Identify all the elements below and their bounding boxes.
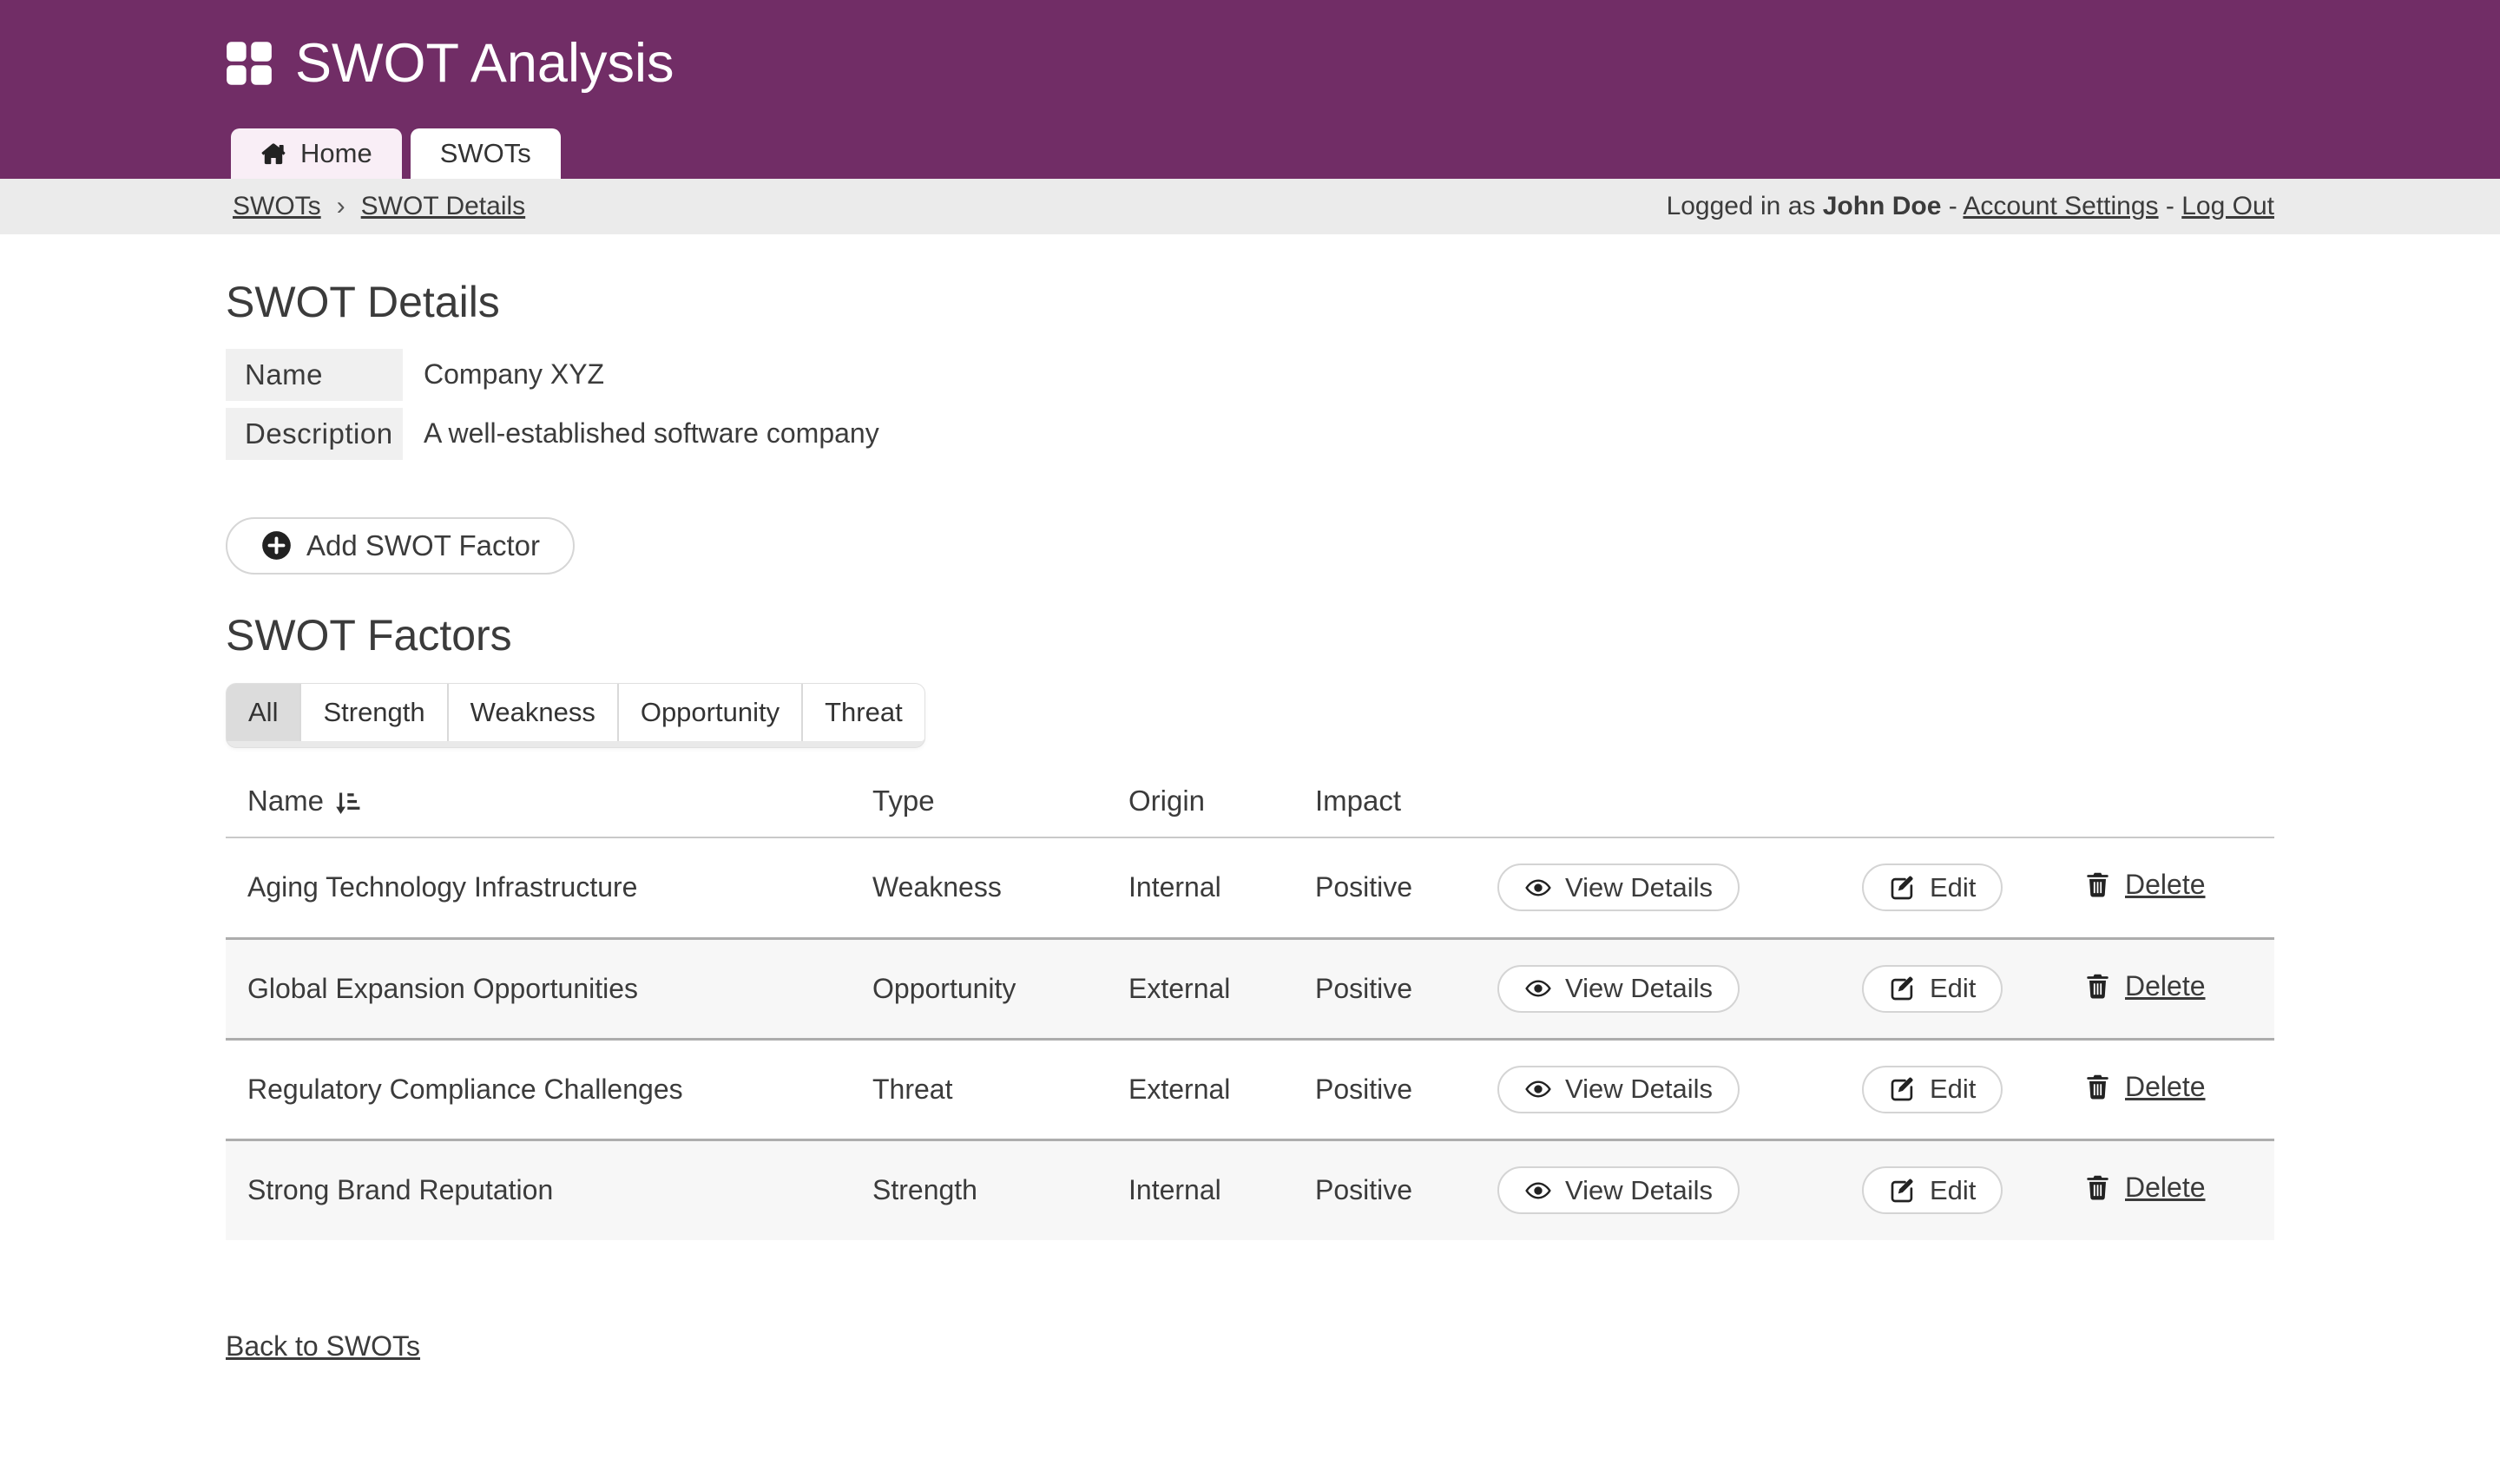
delete-link[interactable]: Delete — [2083, 1172, 2206, 1204]
factor-name: Aging Technology Infrastructure — [247, 871, 638, 903]
breadcrumb-link-swots[interactable]: SWOTs — [233, 192, 321, 220]
filter-threat[interactable]: Threat — [801, 684, 924, 741]
factor-impact: Positive — [1315, 871, 1413, 903]
home-icon — [260, 141, 286, 167]
factor-name: Strong Brand Reputation — [226, 1138, 872, 1240]
edit-button[interactable]: Edit — [1862, 964, 2003, 1013]
detail-label-description: Description — [226, 407, 403, 460]
edit-button[interactable]: Edit — [1862, 1166, 2003, 1215]
grid-logo-icon — [226, 40, 273, 87]
breadcrumb: SWOTs › SWOT Details — [226, 192, 525, 221]
view-details-button[interactable]: View Details — [1497, 1166, 1740, 1215]
edit-pen-icon — [1889, 1177, 1917, 1205]
detail-value-description: A well-established software company — [424, 417, 879, 449]
factor-type: Weakness — [872, 871, 1002, 903]
table-header-row: Name Type Origin Impact — [226, 758, 2274, 838]
view-details-button[interactable]: View Details — [1497, 1065, 1740, 1113]
eye-icon — [1524, 1075, 1552, 1103]
session-info: Logged in as John Doe - Account Settings… — [1667, 192, 2274, 221]
factor-row: Regulatory Compliance Challenges Threat … — [226, 1037, 2274, 1139]
factor-name: Global Expansion Opportunities — [226, 936, 872, 1039]
factor-impact: Positive — [1315, 936, 1497, 1039]
brand: SWOT Analysis — [226, 0, 2274, 92]
column-header-impact[interactable]: Impact — [1315, 758, 1497, 838]
factor-row: Strong Brand Reputation Strength Interna… — [226, 1138, 2274, 1240]
detail-row-name: Name Company XYZ — [226, 348, 2274, 401]
column-header-type[interactable]: Type — [872, 758, 1128, 838]
tab-swots-label: SWOTs — [439, 138, 531, 168]
eye-icon — [1524, 975, 1552, 1002]
edit-pen-icon — [1889, 874, 1917, 902]
session-dash: - — [1948, 192, 1957, 220]
factor-type: Opportunity — [872, 936, 1128, 1039]
eye-icon — [1524, 874, 1552, 902]
filter-opportunity[interactable]: Opportunity — [616, 684, 802, 741]
column-header-actions — [1497, 758, 1862, 838]
trash-icon — [2083, 972, 2112, 1001]
app-header: SWOT Analysis Home SWOTs — [0, 0, 2500, 179]
factor-impact: Positive — [1315, 1037, 1497, 1139]
logout-link[interactable]: Log Out — [2181, 192, 2274, 220]
filter-weakness[interactable]: Weakness — [446, 684, 617, 741]
delete-link[interactable]: Delete — [2083, 970, 2206, 1002]
factor-origin: Internal — [1128, 871, 1221, 903]
factor-origin: Internal — [1128, 1138, 1315, 1240]
view-details-button[interactable]: View Details — [1497, 863, 1740, 912]
factor-origin: External — [1128, 1037, 1315, 1139]
detail-label-name: Name — [226, 348, 403, 401]
view-details-button[interactable]: View Details — [1497, 964, 1740, 1013]
delete-link[interactable]: Delete — [2083, 1071, 2206, 1103]
breadcrumb-link-swot-details[interactable]: SWOT Details — [360, 192, 526, 220]
trash-icon — [2083, 870, 2112, 899]
trash-icon — [2083, 1073, 2112, 1101]
user-name: John Doe — [1822, 192, 1942, 220]
detail-value-name: Company XYZ — [424, 358, 605, 390]
edit-button[interactable]: Edit — [1862, 1065, 2003, 1113]
factor-filter-tabs: All Strength Weakness Opportunity Threat — [226, 683, 925, 748]
edit-button[interactable]: Edit — [1862, 863, 2003, 912]
session-prefix: Logged in as — [1666, 192, 1823, 220]
factor-type: Strength — [872, 1138, 1128, 1240]
delete-link[interactable]: Delete — [2083, 869, 2206, 901]
factor-impact: Positive — [1315, 1138, 1497, 1240]
factors-table: Name Type Origin Impact — [226, 758, 2274, 1240]
filter-all[interactable]: All — [227, 684, 300, 741]
tab-swots[interactable]: SWOTs — [410, 128, 561, 179]
account-settings-link[interactable]: Account Settings — [1963, 192, 2159, 220]
factor-type: Threat — [872, 1037, 1128, 1139]
eye-icon — [1524, 1177, 1552, 1205]
main-nav: Home SWOTs — [231, 128, 2274, 179]
edit-pen-icon — [1889, 1075, 1917, 1103]
back-to-swots-link[interactable]: Back to SWOTs — [226, 1330, 421, 1362]
factor-row: Global Expansion Opportunities Opportuni… — [226, 936, 2274, 1039]
trash-icon — [2083, 1173, 2112, 1202]
detail-row-description: Description A well-established software … — [226, 407, 2274, 460]
column-header-name[interactable]: Name — [226, 758, 872, 838]
edit-pen-icon — [1889, 975, 1917, 1002]
swot-details-heading: SWOT Details — [226, 278, 500, 326]
factor-row: Aging Technology Infrastructure Weakness… — [226, 837, 2274, 938]
main-content: SWOT Details Name Company XYZ Descriptio… — [226, 234, 2274, 1484]
plus-circle-icon — [260, 529, 293, 561]
filter-strength[interactable]: Strength — [299, 684, 447, 741]
breadcrumb-separator: › — [336, 192, 345, 220]
app-title: SWOT Analysis — [295, 33, 674, 94]
add-swot-factor-label: Add SWOT Factor — [306, 529, 540, 561]
factor-name: Regulatory Compliance Challenges — [226, 1037, 872, 1139]
breadcrumb-bar: SWOTs › SWOT Details Logged in as John D… — [0, 179, 2500, 234]
swot-factors-heading: SWOT Factors — [226, 610, 512, 660]
column-header-origin[interactable]: Origin — [1128, 758, 1315, 838]
tab-home-label: Home — [300, 138, 372, 168]
tab-home[interactable]: Home — [231, 128, 402, 179]
sort-descending-icon[interactable] — [331, 786, 360, 816]
swot-details-table: Name Company XYZ Description A well-esta… — [226, 348, 2274, 460]
session-dash2: - — [2165, 192, 2174, 220]
factor-origin: External — [1128, 936, 1315, 1039]
add-swot-factor-button[interactable]: Add SWOT Factor — [226, 516, 575, 575]
